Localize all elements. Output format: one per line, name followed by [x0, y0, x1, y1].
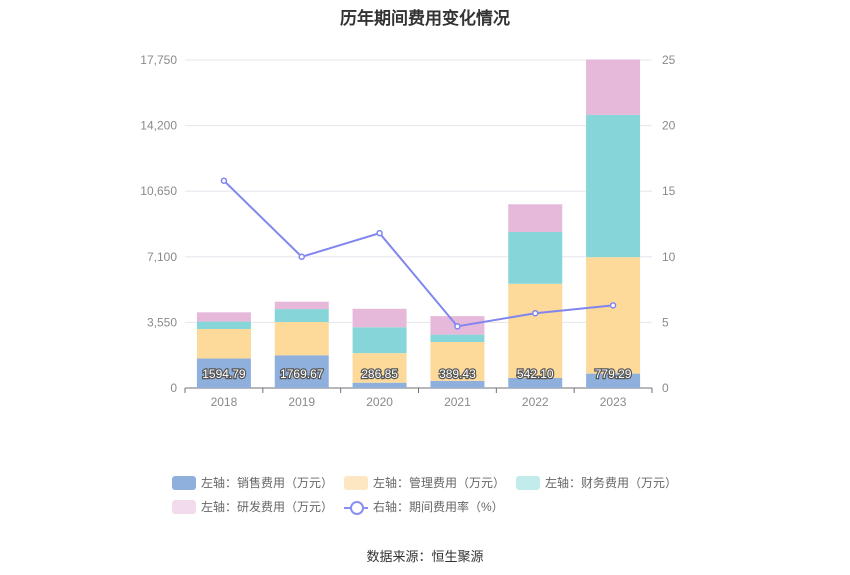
legend-label-sales: 左轴：销售费用（万元） — [201, 476, 334, 490]
bar-segment — [586, 114, 641, 258]
legend-swatch-rd — [172, 499, 196, 514]
expense-rate-point — [609, 302, 617, 309]
bar-segment — [196, 321, 251, 329]
expense-rate-point — [454, 323, 461, 330]
legend-label-rd: 左轴：研发费用（万元） — [201, 500, 334, 514]
legend-item-expense-rate[interactable]: 右轴：期间费用率（%） — [344, 498, 504, 515]
bar-data-label: 1769.67 — [280, 367, 324, 381]
legend-swatch-admin — [344, 475, 368, 490]
bar-segment — [196, 312, 251, 322]
legend-label-finance: 左轴：财务费用（万元） — [545, 476, 678, 490]
bar-segment — [352, 382, 407, 388]
bar-segment — [196, 358, 251, 388]
legend-swatch-sales — [172, 475, 196, 490]
data-source: 数据来源：恒生聚源 — [366, 549, 484, 564]
left-axis-tick-label: 10,650 — [140, 184, 177, 198]
right-axis-tick-label: 10 — [662, 250, 676, 264]
right-axis-tick-label: 5 — [662, 315, 669, 329]
expense-rate-line — [223, 179, 614, 328]
legend-item-admin[interactable]: 左轴：管理费用（万元） — [344, 474, 505, 491]
bar-segment — [274, 301, 329, 310]
bar-data-label: 779.29 — [595, 367, 632, 381]
right-axis-tick-label: 25 — [662, 53, 676, 67]
bar-data-label: 389.43 — [439, 367, 476, 381]
right-axis-tick-label: 20 — [662, 119, 676, 133]
bar-segment — [274, 309, 329, 323]
bar-data-label: 286.85 — [361, 367, 398, 381]
bar-segment — [352, 353, 407, 383]
left-axis-tick-label: 7,100 — [147, 250, 177, 264]
right-axis-tick-label: 0 — [662, 381, 669, 395]
expense-rate-point — [298, 253, 305, 261]
legend-item-sales[interactable]: 左轴：销售费用（万元） — [172, 474, 333, 491]
x-axis-tick-label: 2020 — [366, 395, 393, 409]
legend-swatch-expense-rate — [344, 500, 368, 515]
legend-label-expense-rate: 右轴：期间费用率（%） — [373, 500, 504, 514]
bar-segment — [586, 373, 641, 388]
bar-segment — [508, 377, 563, 388]
left-axis-tick-label: 0 — [170, 381, 177, 395]
x-axis-tick-label: 2023 — [600, 395, 627, 409]
bar-segment — [430, 380, 485, 388]
expense-rate-point — [532, 309, 539, 317]
bar-segment — [430, 334, 485, 342]
x-axis-tick-label: 2021 — [444, 395, 471, 409]
chart-title: 历年期间费用变化情况 — [340, 9, 510, 28]
right-axis-tick-label: 15 — [662, 184, 676, 198]
x-axis-tick-label: 2019 — [288, 395, 315, 409]
left-axis-tick-label: 3,550 — [147, 315, 177, 329]
bar-segment — [508, 231, 563, 284]
bar-segment — [274, 322, 329, 356]
bar-segment — [430, 341, 485, 381]
expense-rate-point — [220, 177, 228, 184]
left-axis-tick-label: 17,750 — [140, 53, 177, 67]
bar-segment — [352, 327, 407, 354]
legend-swatch-finance — [516, 475, 540, 490]
x-axis-tick-label: 2022 — [522, 395, 549, 409]
legend-item-finance[interactable]: 左轴：财务费用（万元） — [516, 474, 677, 491]
expense-rate-point — [376, 229, 383, 237]
x-axis-tick-label: 2018 — [211, 395, 238, 409]
bar-data-label: 542.10 — [517, 367, 554, 381]
legend-item-rd[interactable]: 左轴：研发费用（万元） — [172, 498, 333, 515]
left-axis-tick-label: 14,200 — [140, 119, 177, 133]
bar-segment — [586, 257, 641, 374]
bar-segment — [508, 283, 563, 378]
bar-segment — [352, 308, 407, 328]
bar-segment — [586, 59, 641, 115]
legend-label-admin: 左轴：管理费用（万元） — [373, 476, 506, 490]
bar-data-label: 1594.79 — [202, 367, 246, 381]
bar-segment — [274, 355, 329, 388]
bar-segment — [508, 204, 563, 232]
bar-segment — [196, 328, 251, 359]
